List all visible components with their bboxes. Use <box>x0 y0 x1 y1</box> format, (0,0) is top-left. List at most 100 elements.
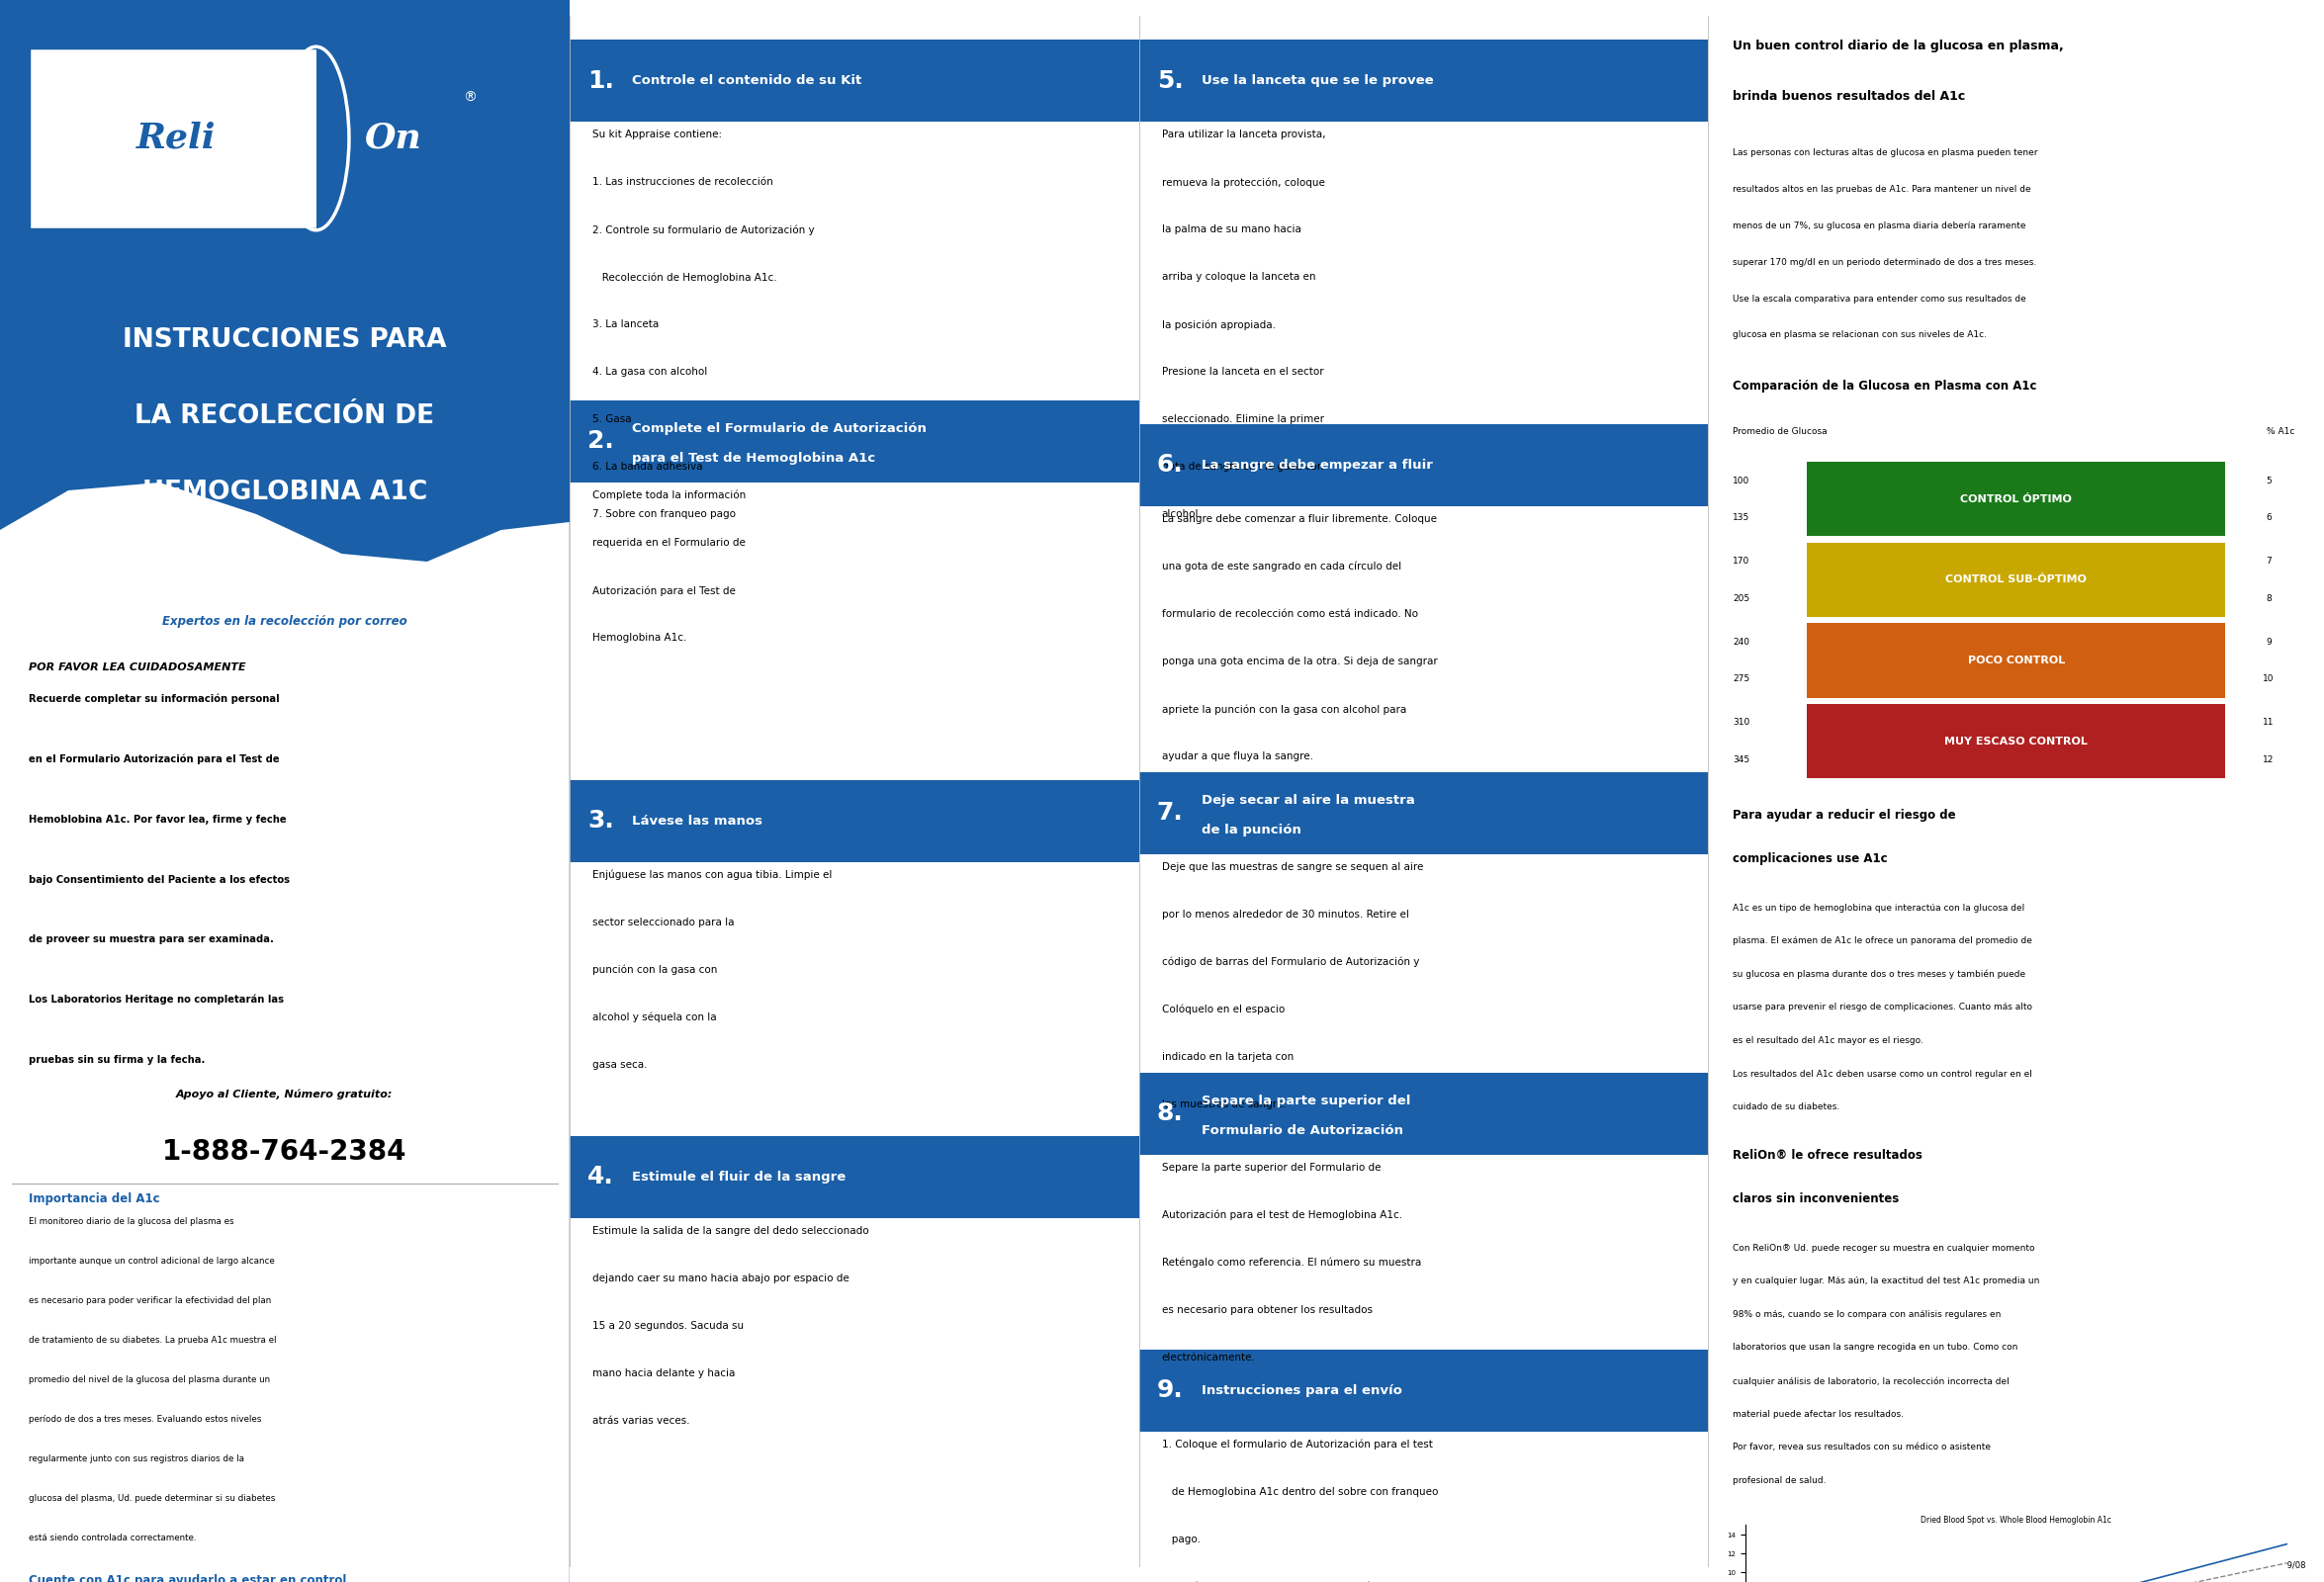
Text: % A1c: % A1c <box>2266 427 2294 437</box>
Text: Comparación de la Glucosa en Plasma con A1c: Comparación de la Glucosa en Plasma con … <box>1734 380 2036 392</box>
Text: gota de sangre con la gasa con: gota de sangre con la gasa con <box>1162 462 1322 471</box>
Text: su glucosa en plasma durante dos o tres meses y también puede: su glucosa en plasma durante dos o tres … <box>1734 970 2027 979</box>
Text: Recuerde completar su información personal: Recuerde completar su información person… <box>28 694 279 704</box>
Text: material puede afectar los resultados.: material puede afectar los resultados. <box>1734 1410 1903 1419</box>
Text: 4.: 4. <box>588 1164 614 1190</box>
Text: Apoyo al Cliente, Número gratuito:: Apoyo al Cliente, Número gratuito: <box>177 1090 393 1099</box>
Text: período de dos a tres meses. Evaluando estos niveles: período de dos a tres meses. Evaluando e… <box>28 1414 260 1424</box>
Text: indicado en la tarjeta con: indicado en la tarjeta con <box>1162 1052 1294 1062</box>
Text: Los resultados del A1c deben usarse como un control regular en el: Los resultados del A1c deben usarse como… <box>1734 1069 2031 1079</box>
Text: de tratamiento de su diabetes. La prueba A1c muestra el: de tratamiento de su diabetes. La prueba… <box>28 1335 277 1345</box>
Text: la posición apropiada.: la posición apropiada. <box>1162 320 1276 331</box>
Text: CONTROL ÓPTIMO: CONTROL ÓPTIMO <box>1959 494 2073 505</box>
Text: 2.: 2. <box>588 430 614 454</box>
Text: mano hacia delante y hacia: mano hacia delante y hacia <box>593 1368 734 1378</box>
Text: Formulario de Autorización: Formulario de Autorización <box>1202 1123 1404 1136</box>
Text: INSTRUCCIONES PARA: INSTRUCCIONES PARA <box>123 327 446 353</box>
Text: Su kit Appraise contiene:: Su kit Appraise contiene: <box>593 130 723 139</box>
Text: para el Test de Hemoglobina A1c: para el Test de Hemoglobina A1c <box>632 451 876 464</box>
Text: brinda buenos resultados del A1c: brinda buenos resultados del A1c <box>1734 90 1966 103</box>
Text: profesional de salud.: profesional de salud. <box>1734 1476 1827 1485</box>
Text: Enjúguese las manos con agua tibia. Limpie el: Enjúguese las manos con agua tibia. Limp… <box>593 870 832 881</box>
Bar <box>316 47 472 229</box>
Text: complicaciones use A1c: complicaciones use A1c <box>1734 853 1887 865</box>
Text: 100: 100 <box>1734 476 1750 486</box>
Bar <box>569 1136 1139 1218</box>
Text: LA RECOLECCIÓN DE: LA RECOLECCIÓN DE <box>135 403 435 429</box>
Text: alcohol.: alcohol. <box>1162 509 1202 519</box>
Text: Estimule el fluir de la sangre: Estimule el fluir de la sangre <box>632 1171 846 1183</box>
Text: código de barras del Formulario de Autorización y: código de barras del Formulario de Autor… <box>1162 957 1420 968</box>
Text: Para utilizar la lanceta provista,: Para utilizar la lanceta provista, <box>1162 130 1325 139</box>
Text: 8: 8 <box>2266 593 2271 603</box>
Text: On: On <box>365 122 421 155</box>
Bar <box>569 400 1139 483</box>
Text: de la punción: de la punción <box>1202 823 1301 835</box>
Text: superar 170 mg/dl en un periodo determinado de dos a tres meses.: superar 170 mg/dl en un periodo determin… <box>1734 258 2036 267</box>
Bar <box>1806 462 2226 536</box>
Text: 6.: 6. <box>1157 452 1183 476</box>
Text: Reténgalo como referencia. El número su muestra: Reténgalo como referencia. El número su … <box>1162 1258 1420 1269</box>
Text: 6: 6 <box>2266 513 2271 522</box>
Text: 1. Coloque el formulario de Autorización para el test: 1. Coloque el formulario de Autorización… <box>1162 1440 1432 1451</box>
Text: 1-888-764-2384: 1-888-764-2384 <box>163 1137 407 1166</box>
Text: 1.: 1. <box>588 68 614 92</box>
Text: 170: 170 <box>1734 557 1750 566</box>
Text: Hemoglobina A1c.: Hemoglobina A1c. <box>593 633 686 642</box>
Text: arriba y coloque la lanceta en: arriba y coloque la lanceta en <box>1162 272 1315 282</box>
Text: por lo menos alrededor de 30 minutos. Retire el: por lo menos alrededor de 30 minutos. Re… <box>1162 910 1408 919</box>
Text: 310: 310 <box>1734 718 1750 728</box>
Bar <box>1139 40 1708 122</box>
Text: Presione la lanceta en el sector: Presione la lanceta en el sector <box>1162 367 1322 377</box>
Text: POR FAVOR LEA CUIDADOSAMENTE: POR FAVOR LEA CUIDADOSAMENTE <box>28 663 246 672</box>
Text: las muestras de sangre.: las muestras de sangre. <box>1162 1099 1285 1109</box>
Text: 12: 12 <box>2264 755 2275 764</box>
Text: Estimule la salida de la sangre del dedo seleccionado: Estimule la salida de la sangre del dedo… <box>593 1226 869 1236</box>
Text: La sangre debe empezar a fluir: La sangre debe empezar a fluir <box>1202 459 1432 471</box>
Text: Lávese las manos: Lávese las manos <box>632 815 762 827</box>
Text: HEMOGLOBINA A1C: HEMOGLOBINA A1C <box>142 479 428 505</box>
Bar <box>1139 1349 1708 1432</box>
Text: es necesario para obtener los resultados: es necesario para obtener los resultados <box>1162 1305 1371 1315</box>
Text: ®: ® <box>462 92 476 104</box>
Text: El monitoreo diario de la glucosa del plasma es: El monitoreo diario de la glucosa del pl… <box>28 1217 235 1226</box>
Text: glucosa en plasma se relacionan con sus niveles de A1c.: glucosa en plasma se relacionan con sus … <box>1734 331 1987 340</box>
Text: 7.: 7. <box>1157 800 1183 826</box>
Text: importante aunque un control adicional de largo alcance: importante aunque un control adicional d… <box>28 1256 274 1266</box>
Text: Cuente con A1c para ayudarlo a estar en control: Cuente con A1c para ayudarlo a estar en … <box>28 1574 346 1582</box>
Text: MUY ESCASO CONTROL: MUY ESCASO CONTROL <box>1945 736 2087 747</box>
Text: plasma. El exámen de A1c le ofrece un panorama del promedio de: plasma. El exámen de A1c le ofrece un pa… <box>1734 937 2031 946</box>
Text: 10: 10 <box>2264 674 2275 683</box>
Text: Separe la parte superior del: Separe la parte superior del <box>1202 1095 1411 1107</box>
Text: la palma de su mano hacia: la palma de su mano hacia <box>1162 225 1301 234</box>
Text: promedio del nivel de la glucosa del plasma durante un: promedio del nivel de la glucosa del pla… <box>28 1375 270 1384</box>
Text: A1c es un tipo de hemoglobina que interactúa con la glucosa del: A1c es un tipo de hemoglobina que intera… <box>1734 903 2024 913</box>
Text: menos de un 7%, su glucosa en plasma diaria debería raramente: menos de un 7%, su glucosa en plasma dia… <box>1734 221 2027 231</box>
Text: laboratorios que usan la sangre recogida en un tubo. Como con: laboratorios que usan la sangre recogida… <box>1734 1343 2017 1353</box>
Text: Use la lanceta que se le provee: Use la lanceta que se le provee <box>1202 74 1434 87</box>
Text: Importancia del A1c: Importancia del A1c <box>28 1193 160 1205</box>
Text: Deje que las muestras de sangre se sequen al aire: Deje que las muestras de sangre se seque… <box>1162 862 1422 872</box>
Text: 345: 345 <box>1734 755 1750 764</box>
Bar <box>1806 704 2226 778</box>
Text: Con ReliOn® Ud. puede recoger su muestra en cualquier momento: Con ReliOn® Ud. puede recoger su muestra… <box>1734 1243 2036 1253</box>
Text: 8.: 8. <box>1157 1101 1183 1126</box>
Text: 205: 205 <box>1734 593 1750 603</box>
Text: remueva la protección, coloque: remueva la protección, coloque <box>1162 177 1325 188</box>
Text: 98% o más, cuando se lo compara con análisis regulares en: 98% o más, cuando se lo compara con anál… <box>1734 1310 2001 1319</box>
Text: Las personas con lecturas altas de glucosa en plasma pueden tener: Las personas con lecturas altas de gluco… <box>1734 149 2038 158</box>
Text: cuidado de su diabetes.: cuidado de su diabetes. <box>1734 1103 1841 1112</box>
Text: Los Laboratorios Heritage no completarán las: Los Laboratorios Heritage no completarán… <box>28 995 284 1005</box>
Bar <box>1139 1073 1708 1155</box>
Bar <box>1139 772 1708 854</box>
Text: 3.: 3. <box>588 808 614 832</box>
Text: 9: 9 <box>2266 638 2271 647</box>
Text: una gota de este sangrado en cada círculo del: una gota de este sangrado en cada círcul… <box>1162 562 1401 573</box>
Text: Expertos en la recolección por correo: Expertos en la recolección por correo <box>163 615 407 628</box>
Text: 7: 7 <box>2266 557 2271 566</box>
Text: Colóquelo en el espacio: Colóquelo en el espacio <box>1162 1005 1285 1016</box>
Bar <box>1806 623 2226 698</box>
Text: Promedio de Glucosa: Promedio de Glucosa <box>1734 427 1827 437</box>
Text: Use la escala comparativa para entender como sus resultados de: Use la escala comparativa para entender … <box>1734 294 2027 304</box>
Text: pruebas sin su firma y la fecha.: pruebas sin su firma y la fecha. <box>28 1055 205 1065</box>
